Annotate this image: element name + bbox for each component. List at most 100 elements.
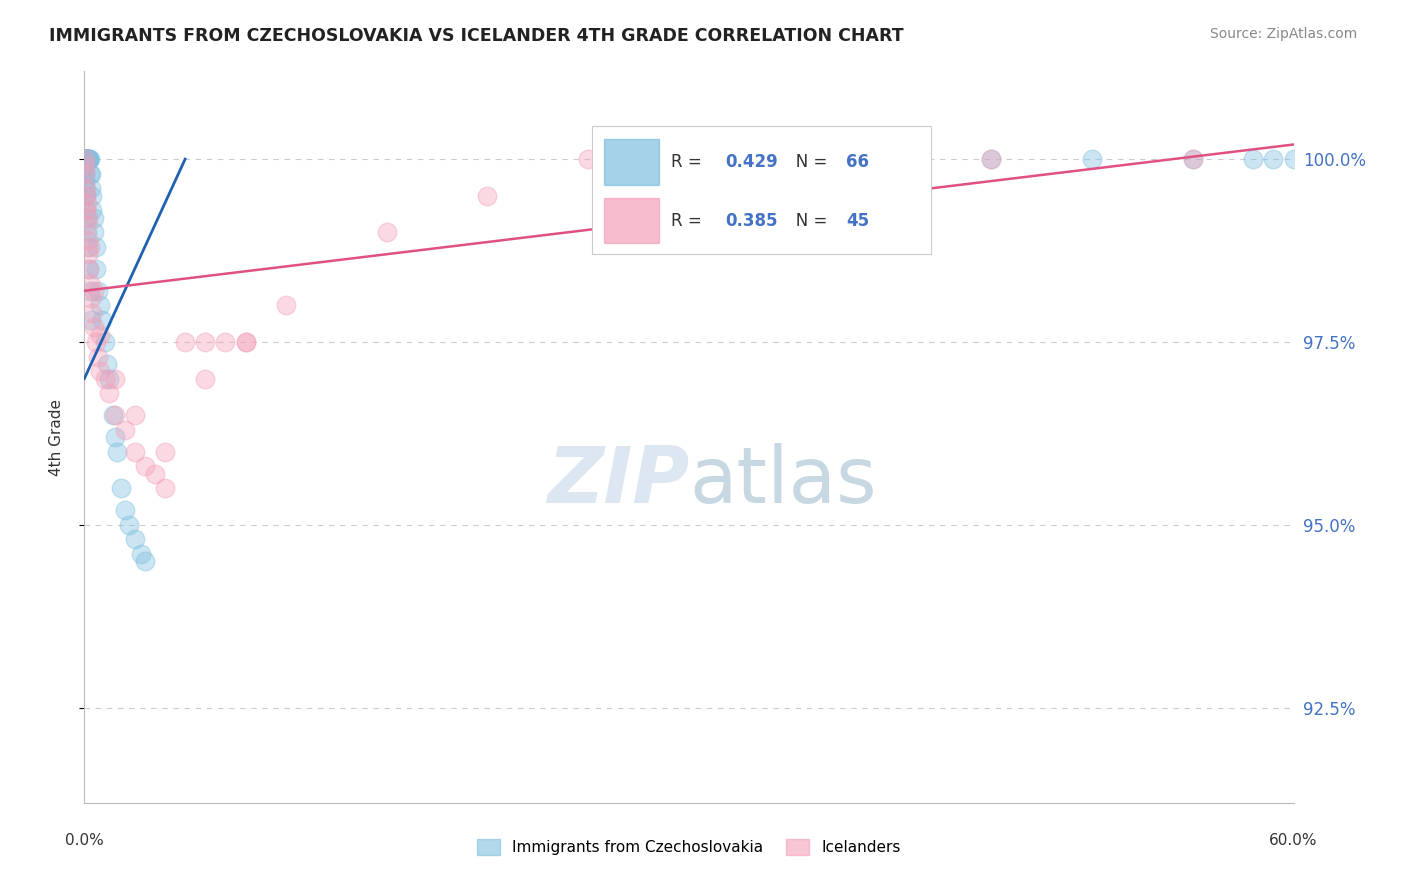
Point <box>79 240 101 254</box>
Point <box>79 284 101 298</box>
Point <box>75 174 97 188</box>
Point <box>82 306 104 320</box>
Point <box>75 152 97 166</box>
Point <box>80 313 103 327</box>
Point <box>576 152 599 166</box>
Point <box>75 152 97 166</box>
Point <box>104 408 127 422</box>
FancyBboxPatch shape <box>592 126 931 254</box>
Text: R =: R = <box>671 211 707 229</box>
Point <box>110 481 132 495</box>
Point <box>114 423 136 437</box>
Point <box>75 203 97 218</box>
Point <box>1263 152 1285 166</box>
Point <box>104 430 127 444</box>
Point <box>89 298 111 312</box>
Point <box>779 152 801 166</box>
Point <box>980 152 1002 166</box>
Point <box>124 444 146 458</box>
Point <box>79 277 101 291</box>
Point <box>83 320 105 334</box>
Point <box>214 334 236 349</box>
Point <box>79 152 101 166</box>
Point <box>89 327 111 342</box>
Point <box>75 152 97 166</box>
Point <box>82 188 104 202</box>
Point <box>118 517 141 532</box>
Point <box>1282 152 1305 166</box>
Point <box>235 334 257 349</box>
Point <box>134 459 156 474</box>
Point <box>77 233 100 247</box>
Point <box>1181 152 1204 166</box>
Point <box>75 188 97 202</box>
Text: IMMIGRANTS FROM CZECHOSLOVAKIA VS ICELANDER 4TH GRADE CORRELATION CHART: IMMIGRANTS FROM CZECHOSLOVAKIA VS ICELAN… <box>49 27 904 45</box>
Point <box>80 167 103 181</box>
Point <box>153 481 176 495</box>
Point <box>75 160 97 174</box>
Point <box>75 152 97 166</box>
Point <box>194 371 217 385</box>
Legend: Immigrants from Czechoslovakia, Icelanders: Immigrants from Czechoslovakia, Icelande… <box>471 833 907 861</box>
Point <box>89 364 111 378</box>
Text: Source: ZipAtlas.com: Source: ZipAtlas.com <box>1209 27 1357 41</box>
Point <box>91 313 114 327</box>
Point <box>75 203 97 218</box>
Point <box>75 152 97 166</box>
Point <box>75 167 97 181</box>
Point <box>75 152 97 166</box>
Text: N =: N = <box>780 211 832 229</box>
Point <box>75 152 97 166</box>
Point <box>79 261 101 276</box>
Point <box>1241 152 1264 166</box>
Point <box>86 334 108 349</box>
Point <box>76 152 98 166</box>
Point <box>77 152 100 166</box>
Point <box>79 261 101 276</box>
Point <box>75 152 97 166</box>
Bar <box>605 198 659 244</box>
Text: 0.385: 0.385 <box>725 211 778 229</box>
Point <box>77 152 100 166</box>
Point <box>75 181 97 195</box>
Point <box>194 334 217 349</box>
Point <box>114 503 136 517</box>
Text: 0.429: 0.429 <box>725 153 778 171</box>
Point <box>980 152 1002 166</box>
Text: N =: N = <box>780 153 832 171</box>
Point <box>134 554 156 568</box>
Point <box>75 152 97 166</box>
Point <box>75 167 97 181</box>
Point <box>83 211 105 225</box>
Point <box>75 160 97 174</box>
Point <box>75 160 97 174</box>
Point <box>75 188 97 202</box>
Point <box>75 167 97 181</box>
Point <box>97 386 120 401</box>
Point <box>174 334 197 349</box>
Point <box>274 298 297 312</box>
Point <box>235 334 257 349</box>
Text: atlas: atlas <box>689 443 876 519</box>
Point <box>80 291 103 305</box>
Point <box>93 334 115 349</box>
Point <box>76 152 98 166</box>
Point <box>75 188 97 202</box>
Point <box>1181 152 1204 166</box>
Bar <box>605 139 659 185</box>
Point <box>97 371 120 385</box>
Point <box>77 211 100 225</box>
Point <box>80 181 103 195</box>
Point <box>83 225 105 239</box>
Y-axis label: 4th Grade: 4th Grade <box>49 399 63 475</box>
Point <box>75 152 97 166</box>
Point <box>104 371 127 385</box>
Point <box>76 211 98 225</box>
Text: 0.0%: 0.0% <box>65 833 104 848</box>
Point <box>375 225 398 239</box>
Point <box>1081 152 1104 166</box>
Point <box>83 284 105 298</box>
Point <box>76 152 98 166</box>
Point <box>76 152 98 166</box>
Text: 60.0%: 60.0% <box>1270 833 1317 848</box>
